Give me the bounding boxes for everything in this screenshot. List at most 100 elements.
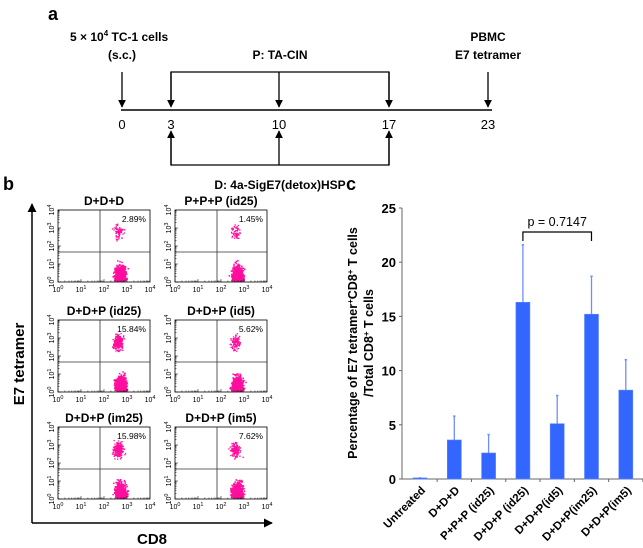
x-tick-label: 101 <box>76 502 87 511</box>
y-tick-label: 101 <box>164 476 173 487</box>
flow-plot-title: D+D+D <box>84 194 124 208</box>
d-bracket <box>170 132 390 166</box>
y-tick-label: 101 <box>47 476 56 487</box>
flow-plot-title: P+P+P (id25) <box>184 194 257 208</box>
dot-cloud <box>229 333 247 392</box>
x-tick-label: 100 <box>53 395 64 404</box>
y-tick-label: 104 <box>47 205 56 216</box>
p-bracket <box>170 71 390 105</box>
pbmc-label: PBMC <box>470 30 506 44</box>
flow-plots: D+D+D2.89%100100101101102102103103104104… <box>47 194 272 511</box>
y-tick-label: 102 <box>164 458 173 469</box>
y-tick-label: 104 <box>164 315 173 326</box>
p-value-annotation: p = 0.7147 <box>527 215 586 229</box>
y-tick-label: 102 <box>47 241 56 252</box>
y-tick-label: 5 <box>389 418 396 433</box>
quadrant-percent: 5.62% <box>239 324 264 334</box>
x-tick-label: 101 <box>76 395 87 404</box>
quadrant-percent: 15.84% <box>117 324 146 334</box>
x-tick-label: 103 <box>122 502 133 511</box>
y-tick-label: 101 <box>47 369 56 380</box>
bar <box>584 313 599 480</box>
plot-frame <box>174 319 268 393</box>
p-treatment-label: P: TA-CIN <box>252 48 307 62</box>
significance-bracket <box>522 231 593 241</box>
y-tick-label: 102 <box>164 351 173 362</box>
x-tick-label: 102 <box>216 285 227 294</box>
x-tick-label: 102 <box>216 395 227 404</box>
flow-plot-title: D+D+P (id25) <box>67 304 141 318</box>
x-tick-label: 102 <box>99 502 110 511</box>
x-tick-label: 103 <box>122 285 133 294</box>
panel-label-a: a <box>48 4 59 24</box>
dot-cloud <box>228 441 246 499</box>
y-tick-label: 103 <box>47 223 56 234</box>
quadrant-percent: 15.98% <box>117 431 146 441</box>
y-tick-label: 100 <box>164 494 173 505</box>
day-label: 0 <box>118 117 125 132</box>
y-tick-label: 101 <box>164 259 173 270</box>
x-tick-label: 100 <box>170 395 181 404</box>
x-tick-label: 104 <box>145 502 156 511</box>
panel-b: b E7 tetramer CD8 D+D+D2.89%100100101101… <box>3 174 273 548</box>
panel-label-b: b <box>3 174 14 194</box>
x-tick-label: 100 <box>170 285 181 294</box>
y-tick-label: 102 <box>164 241 173 252</box>
y-tick-label: 101 <box>164 369 173 380</box>
tumor-route-label: (s.c.) <box>108 48 136 62</box>
plot-frame <box>57 209 151 283</box>
plot-frame <box>174 426 268 500</box>
y-tick-label: 100 <box>164 277 173 288</box>
y-tick-label: 0 <box>389 472 396 487</box>
day-label: 10 <box>272 117 286 132</box>
d-treatment-label: D: 4a-SigE7(detox)HSP <box>214 178 345 192</box>
day-label: 23 <box>481 117 495 132</box>
bar <box>618 389 634 480</box>
y-tick-label: 25 <box>382 201 396 216</box>
y-tick-label: 100 <box>47 494 56 505</box>
quadrant-percent: 7.62% <box>239 431 264 441</box>
x-tick-label: 104 <box>262 285 273 294</box>
x-tick-label: 102 <box>216 502 227 511</box>
x-tick-label: 103 <box>239 395 250 404</box>
day-label: 17 <box>382 117 396 132</box>
plot-frame <box>174 209 268 283</box>
flow-plot-title: D+D+P (im5) <box>185 411 256 425</box>
y-axis-label: E7 tetramer <box>11 323 28 406</box>
y-tick-label: 101 <box>47 259 56 270</box>
x-tick-label: Untreated <box>382 485 428 531</box>
bar <box>549 423 565 480</box>
y-tick-label: 102 <box>47 351 56 362</box>
y-tick-label: 104 <box>47 422 56 433</box>
x-axis-label: CD8 <box>137 531 167 548</box>
x-tick-label: 101 <box>193 285 204 294</box>
flow-plot-title: D+D+P (id5) <box>187 304 255 318</box>
dot-cloud <box>111 223 129 282</box>
x-tick-label: 103 <box>239 285 250 294</box>
y-tick-label: 10 <box>382 364 396 379</box>
bar <box>515 302 531 480</box>
y-tick-label: 100 <box>164 387 173 398</box>
panel-c: c Percentage of E7 tetramer+CD8+ T cells… <box>346 174 643 544</box>
x-tick-label: 102 <box>99 395 110 404</box>
bar <box>412 477 428 480</box>
day-label: 3 <box>167 117 174 132</box>
y-tick-label: 104 <box>164 205 173 216</box>
x-tick-label: 104 <box>145 395 156 404</box>
y-tick-label: 102 <box>47 458 56 469</box>
y-tick-label: 103 <box>164 333 173 344</box>
x-tick-label: 104 <box>262 395 273 404</box>
y-tick-label: 103 <box>47 333 56 344</box>
y-tick-label: 15 <box>382 309 396 324</box>
tetramer-label: E7 tetramer <box>455 48 521 62</box>
x-tick-label: 102 <box>99 285 110 294</box>
x-tick-label: 104 <box>145 285 156 294</box>
